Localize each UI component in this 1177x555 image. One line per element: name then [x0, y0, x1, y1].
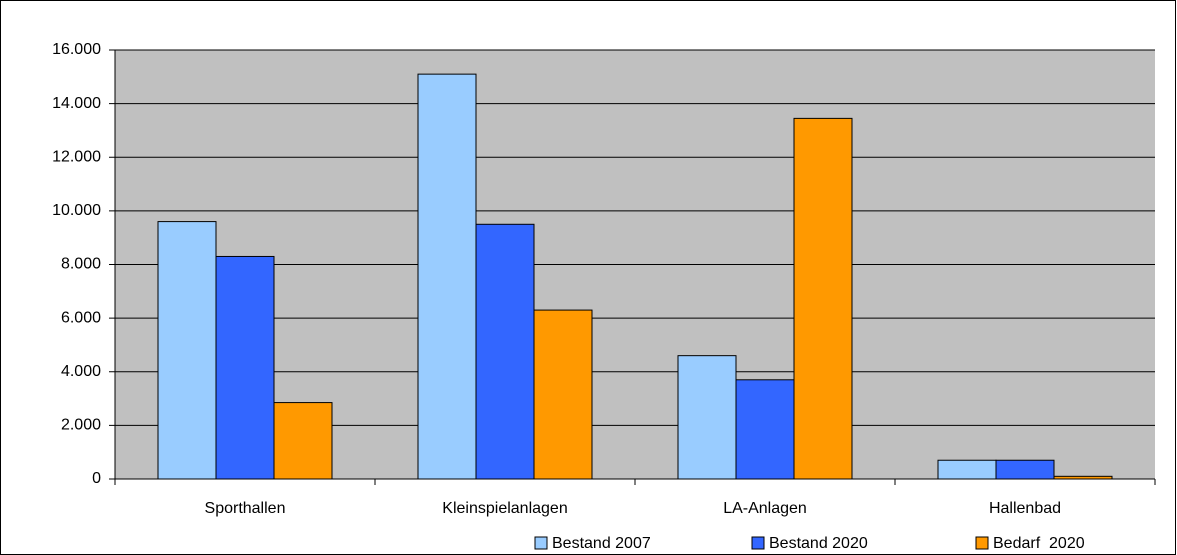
y-tick-label: 0 [92, 470, 101, 487]
legend-swatch [751, 536, 765, 550]
y-tick-label: 2.000 [61, 417, 101, 434]
legend-swatch [534, 536, 548, 550]
legend-swatch [975, 536, 989, 550]
bar [475, 223, 535, 480]
y-tick-label: 8.000 [61, 256, 101, 273]
bar [157, 221, 217, 480]
bar [735, 379, 795, 480]
bar [273, 402, 333, 480]
bar [215, 255, 275, 480]
y-tick-label: 6.000 [61, 309, 101, 326]
y-tick-label: 16.000 [52, 41, 101, 58]
y-tick-label: 14.000 [52, 95, 101, 112]
y-tick-label: 12.000 [52, 148, 101, 165]
bar [995, 459, 1055, 480]
x-tick-label: LA-Anlagen [723, 500, 807, 517]
y-tick-label: 4.000 [61, 363, 101, 380]
y-tick-label: 10.000 [52, 202, 101, 219]
legend-label: Bestand 2007 [552, 535, 651, 552]
bar [937, 459, 997, 480]
bar [793, 117, 853, 480]
x-tick-label: Kleinspielanlagen [442, 500, 567, 517]
legend-label: Bedarf 2020 [993, 535, 1085, 552]
bar [677, 355, 737, 480]
bar [533, 309, 593, 480]
bar [417, 73, 477, 480]
legend-label: Bestand 2020 [769, 535, 868, 552]
x-tick-label: Hallenbad [989, 500, 1061, 517]
x-tick-label: Sporthallen [205, 500, 286, 517]
